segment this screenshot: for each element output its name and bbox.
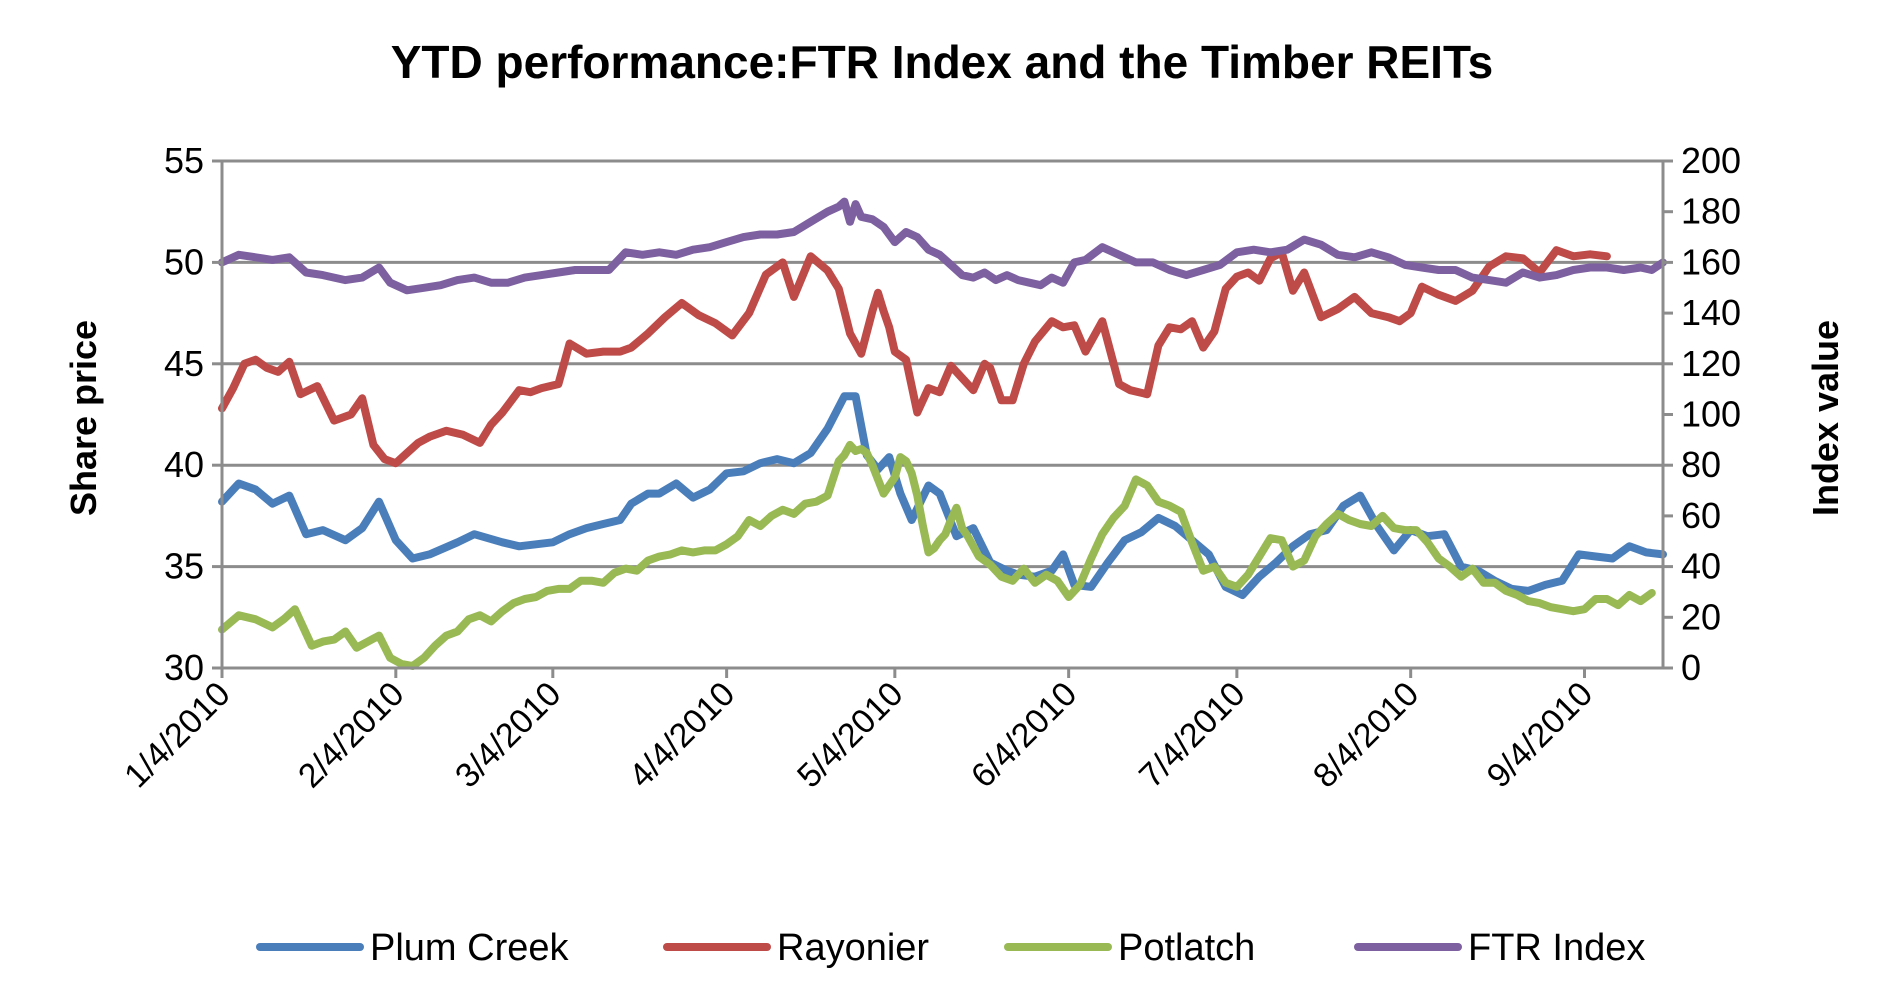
legend-label-potlatch: Potlatch bbox=[1118, 927, 1255, 969]
series-line-rayonier bbox=[218, 246, 1611, 468]
x-tick-label: 8/4/2010 bbox=[1306, 675, 1426, 795]
y2-tick-label: 180 bbox=[1681, 191, 1741, 232]
y-tick-label: 50 bbox=[164, 241, 204, 282]
x-tick-label: 9/4/2010 bbox=[1480, 675, 1600, 795]
chart-title: YTD performance:FTR Index and the Timber… bbox=[391, 36, 1493, 88]
y-tick-label: 45 bbox=[164, 343, 204, 384]
legend-label-rayonier: Rayonier bbox=[777, 927, 929, 969]
axes: 30 35 40 45 50 55 0 20 40 60 80 100 120 140 160 180 200 1… bbox=[117, 140, 1741, 795]
x-tick-label: 2/4/2010 bbox=[291, 675, 411, 795]
x-tick-label: 1/4/2010 bbox=[117, 675, 237, 795]
series-line-potlatch bbox=[218, 440, 1656, 670]
y-tick-label: 35 bbox=[164, 546, 204, 587]
series-line-ftr-index bbox=[218, 197, 1667, 295]
y2-tick-label: 200 bbox=[1681, 140, 1741, 181]
x-tick-label: 3/4/2010 bbox=[448, 675, 568, 795]
y2-tick-label: 80 bbox=[1681, 444, 1721, 485]
y2-tick-label: 0 bbox=[1681, 647, 1701, 688]
x-tick-label: 7/4/2010 bbox=[1132, 675, 1252, 795]
y2-tick-label: 60 bbox=[1681, 495, 1721, 536]
y2-tick-label: 40 bbox=[1681, 546, 1721, 587]
series-lines bbox=[218, 197, 1667, 670]
y2-tick-label: 100 bbox=[1681, 394, 1741, 435]
x-tick-label: 5/4/2010 bbox=[790, 675, 910, 795]
x-tick-label: 6/4/2010 bbox=[964, 675, 1084, 795]
legend-label-plum-creek: Plum Creek bbox=[370, 927, 569, 969]
y2-axis-title: Index value bbox=[1805, 320, 1846, 516]
y2-tick-label: 120 bbox=[1681, 343, 1741, 384]
y-tick-label: 40 bbox=[164, 444, 204, 485]
grid bbox=[222, 159, 1663, 569]
x-tick-label: 4/4/2010 bbox=[622, 675, 742, 795]
y-tick-label: 30 bbox=[164, 647, 204, 688]
y-axis-title: Share price bbox=[63, 320, 104, 516]
y2-tick-label: 140 bbox=[1681, 292, 1741, 333]
y2-tick-label: 160 bbox=[1681, 241, 1741, 282]
y2-tick-label: 20 bbox=[1681, 596, 1721, 637]
y-tick-label: 55 bbox=[164, 140, 204, 181]
legend: Plum Creek Rayonier Potlatch FTR Index bbox=[256, 927, 1645, 969]
legend-label-ftr-index: FTR Index bbox=[1468, 927, 1645, 969]
